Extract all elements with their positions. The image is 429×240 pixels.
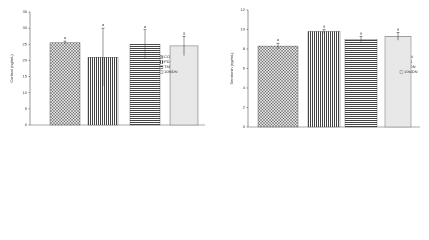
error-bar	[63, 40, 67, 45]
error-bar	[322, 29, 326, 34]
bar	[384, 36, 412, 128]
significance-letter: a	[102, 22, 105, 27]
legend-label: 10MDN	[164, 69, 178, 74]
y-tick-label: 10	[23, 90, 28, 95]
bar	[344, 39, 378, 128]
error-bar	[182, 35, 186, 56]
y-tick-label: 5	[25, 106, 28, 111]
legend-label: PDS	[164, 59, 173, 64]
significance-letter: a	[277, 37, 280, 42]
error-bar	[101, 27, 105, 87]
error-bar	[276, 42, 280, 49]
y-tick-label: 35	[23, 9, 28, 14]
legend-swatch	[159, 60, 164, 64]
y-tick-label: 10	[241, 27, 246, 32]
significance-letter: a	[144, 24, 147, 29]
bar	[257, 45, 299, 128]
y-tick-label: 30	[23, 25, 28, 30]
y-tick-label: 25	[23, 41, 28, 46]
y-tick-label: 8	[243, 46, 246, 51]
error-bar	[396, 32, 400, 41]
y-axis-label: Serotonin (ng/mL)	[229, 52, 234, 85]
legend-swatch	[399, 70, 404, 74]
y-tick-label: 4	[243, 85, 246, 90]
y-tick-label: 15	[23, 74, 28, 79]
significance-letter: a	[183, 30, 186, 35]
significance-letter: a	[323, 24, 326, 29]
y-tick-label: 20	[23, 57, 28, 62]
error-bar	[143, 29, 147, 59]
error-bar	[359, 36, 363, 43]
legend-swatch	[159, 70, 164, 74]
significance-letter: a	[397, 26, 400, 31]
y-tick-label: 6	[243, 66, 246, 71]
bar	[307, 31, 341, 128]
y-tick-label: 0	[25, 122, 28, 127]
y-axis-label: Cortisol (ng/mL)	[9, 54, 14, 83]
bar	[49, 42, 81, 126]
legend-swatch	[159, 55, 164, 59]
legend-swatch	[159, 65, 164, 69]
y-tick-label: 12	[241, 7, 246, 12]
y-tick-label: 0	[243, 124, 246, 129]
legend-label: CON	[164, 54, 173, 59]
significance-letter: a	[360, 30, 363, 35]
bar	[169, 45, 199, 126]
y-tick-label: 2	[243, 105, 246, 110]
significance-letter: a	[64, 35, 67, 40]
legend-label: 10MDN	[404, 69, 418, 74]
